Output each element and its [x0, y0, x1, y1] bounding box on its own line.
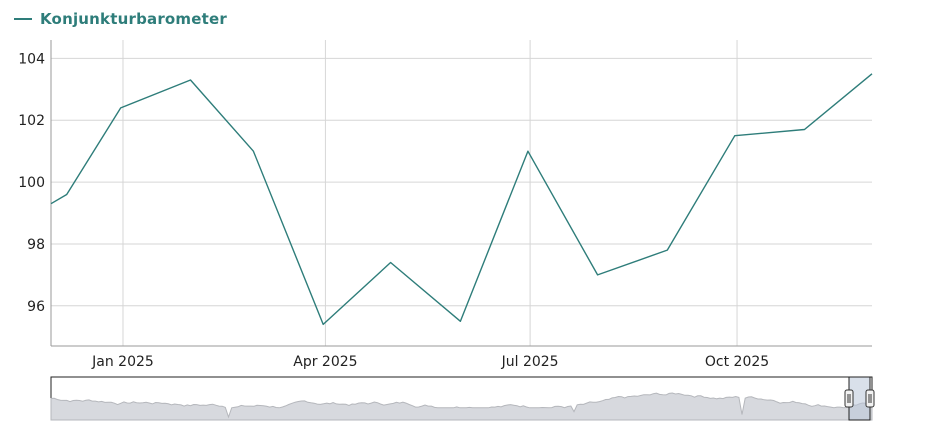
y-tick-label: 96	[27, 299, 45, 315]
y-tick-label: 100	[18, 175, 45, 191]
y-tick-label: 98	[27, 237, 45, 253]
legend-swatch	[14, 18, 32, 20]
y-tick-label: 104	[18, 51, 45, 67]
chart-legend[interactable]: Konjunkturbarometer	[14, 8, 227, 30]
legend-label: Konjunkturbarometer	[40, 10, 227, 28]
y-tick-label: 102	[18, 113, 45, 129]
x-tick-label: Apr 2025	[293, 354, 357, 370]
navigator-right-handle[interactable]	[865, 389, 875, 408]
x-tick-label: Jul 2025	[501, 354, 559, 370]
navigator-left-handle[interactable]	[844, 389, 854, 408]
navigator-series-area	[50, 392, 873, 421]
x-tick-label: Oct 2025	[705, 354, 769, 370]
x-tick-label: Jan 2025	[91, 354, 154, 370]
series-line[interactable]	[50, 73, 873, 326]
